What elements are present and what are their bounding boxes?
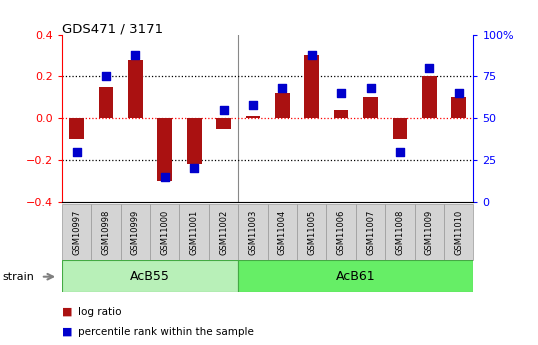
FancyBboxPatch shape: [91, 204, 121, 260]
Bar: [451, 97, 466, 118]
FancyBboxPatch shape: [121, 204, 150, 260]
Bar: [98, 87, 114, 118]
Text: GSM11007: GSM11007: [366, 209, 375, 255]
Text: GSM11000: GSM11000: [160, 209, 169, 255]
Bar: [216, 118, 231, 129]
Point: [366, 85, 375, 91]
Point: [249, 102, 257, 108]
FancyBboxPatch shape: [327, 204, 356, 260]
FancyBboxPatch shape: [238, 260, 473, 292]
Bar: [187, 118, 202, 164]
Bar: [275, 93, 289, 118]
Text: GDS471 / 3171: GDS471 / 3171: [62, 22, 163, 36]
Text: GSM11002: GSM11002: [219, 209, 228, 255]
Bar: [422, 76, 437, 118]
Point: [455, 90, 463, 96]
FancyBboxPatch shape: [297, 204, 327, 260]
FancyBboxPatch shape: [150, 204, 180, 260]
Text: ■: ■: [62, 307, 73, 317]
Point: [307, 52, 316, 57]
Point: [395, 149, 404, 155]
Bar: [393, 118, 407, 139]
Bar: [158, 118, 172, 181]
Text: GSM11010: GSM11010: [454, 209, 463, 255]
Text: GSM11008: GSM11008: [395, 209, 405, 255]
Text: AcB61: AcB61: [336, 269, 376, 283]
FancyBboxPatch shape: [444, 204, 473, 260]
Point: [72, 149, 81, 155]
Point: [190, 166, 199, 171]
Text: GSM11006: GSM11006: [337, 209, 345, 255]
FancyBboxPatch shape: [62, 204, 91, 260]
Text: GSM10999: GSM10999: [131, 209, 140, 255]
Text: GSM11005: GSM11005: [307, 209, 316, 255]
Text: log ratio: log ratio: [78, 307, 122, 317]
Text: GSM10997: GSM10997: [72, 209, 81, 255]
FancyBboxPatch shape: [62, 260, 238, 292]
Text: GSM11001: GSM11001: [190, 209, 199, 255]
Text: AcB55: AcB55: [130, 269, 170, 283]
Text: GSM11009: GSM11009: [425, 209, 434, 255]
Bar: [334, 110, 349, 118]
Point: [220, 107, 228, 112]
Bar: [305, 56, 319, 118]
Text: GSM11003: GSM11003: [249, 209, 258, 255]
FancyBboxPatch shape: [238, 204, 267, 260]
Point: [425, 65, 434, 71]
FancyBboxPatch shape: [180, 204, 209, 260]
FancyBboxPatch shape: [385, 204, 415, 260]
Text: GSM10998: GSM10998: [102, 209, 110, 255]
Point: [337, 90, 345, 96]
Point: [160, 174, 169, 179]
Bar: [363, 97, 378, 118]
FancyBboxPatch shape: [267, 204, 297, 260]
Point: [278, 85, 287, 91]
Text: percentile rank within the sample: percentile rank within the sample: [78, 327, 254, 337]
FancyBboxPatch shape: [415, 204, 444, 260]
Bar: [69, 118, 84, 139]
Point: [131, 52, 140, 57]
FancyBboxPatch shape: [356, 204, 385, 260]
Point: [102, 73, 110, 79]
Text: strain: strain: [3, 272, 34, 282]
FancyBboxPatch shape: [209, 204, 238, 260]
Text: GSM11004: GSM11004: [278, 209, 287, 255]
Text: ■: ■: [62, 327, 73, 337]
Bar: [128, 60, 143, 118]
Bar: [246, 116, 260, 118]
